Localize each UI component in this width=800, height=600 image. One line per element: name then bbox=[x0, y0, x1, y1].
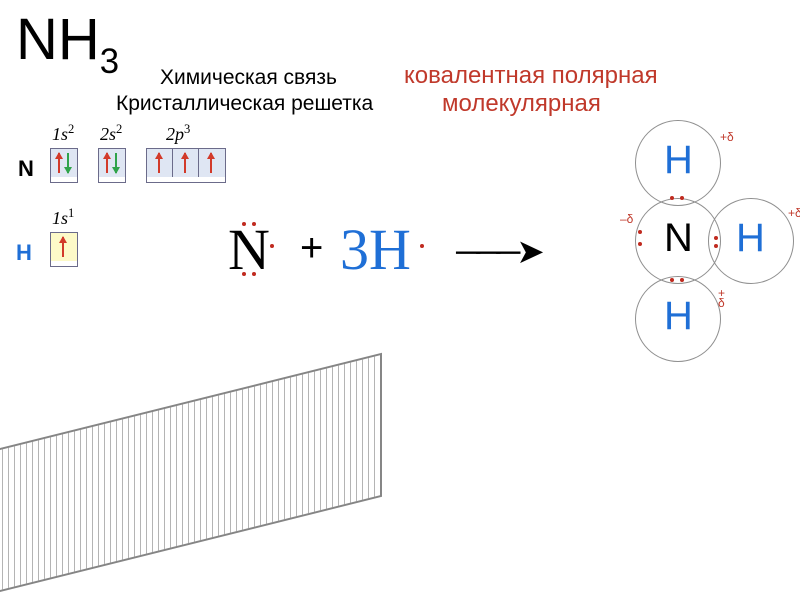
orbital-box-n-2s bbox=[98, 148, 126, 183]
formula-subscript: 3 bbox=[100, 42, 119, 81]
reaction-3h: 3H bbox=[340, 216, 411, 283]
lattice-label: Кристаллическая решетка bbox=[116, 92, 373, 116]
orbital-box-n-1s bbox=[50, 148, 78, 183]
bond-type-label: Химическая связь bbox=[160, 66, 337, 90]
orbital-box-n-2p bbox=[146, 148, 226, 183]
molecule-nh3: H N H H +δ –δ +δ +δ bbox=[570, 110, 790, 370]
reaction-arrow: ───➤ bbox=[456, 232, 541, 272]
mol-h-top: H bbox=[664, 138, 693, 183]
electron-dot bbox=[270, 244, 274, 248]
decorative-stripes bbox=[0, 355, 380, 600]
orbital-label-2s2: 2s2 bbox=[100, 122, 122, 145]
orbital-label-2p3: 2p3 bbox=[166, 122, 190, 145]
electron-dot bbox=[252, 272, 256, 276]
mol-h-right: H bbox=[736, 216, 765, 261]
charge-h-top: +δ bbox=[720, 130, 734, 144]
mol-n: N bbox=[664, 216, 693, 261]
orbital-label-1s2: 1s2 bbox=[52, 122, 74, 145]
electron-dot bbox=[242, 272, 246, 276]
formula-element: NH bbox=[16, 7, 100, 72]
charge-n: –δ bbox=[620, 212, 633, 226]
charge-h-bottom: +δ bbox=[718, 288, 725, 308]
electron-dot bbox=[242, 222, 246, 226]
formula: NH3 bbox=[16, 6, 119, 73]
bond-type-value: ковалентная полярная bbox=[404, 62, 658, 90]
reaction-n: N bbox=[228, 216, 270, 283]
electron-dot bbox=[420, 244, 424, 248]
hydrogen-symbol: H bbox=[16, 240, 32, 266]
orbital-label-h-1s1: 1s1 bbox=[52, 206, 74, 229]
mol-h-bottom: H bbox=[664, 294, 693, 339]
nitrogen-symbol: N bbox=[18, 156, 34, 182]
reaction-plus: + bbox=[300, 226, 323, 271]
charge-h-right: +δ bbox=[788, 206, 800, 220]
electron-dot bbox=[252, 222, 256, 226]
orbital-box-h-1s bbox=[50, 232, 78, 267]
